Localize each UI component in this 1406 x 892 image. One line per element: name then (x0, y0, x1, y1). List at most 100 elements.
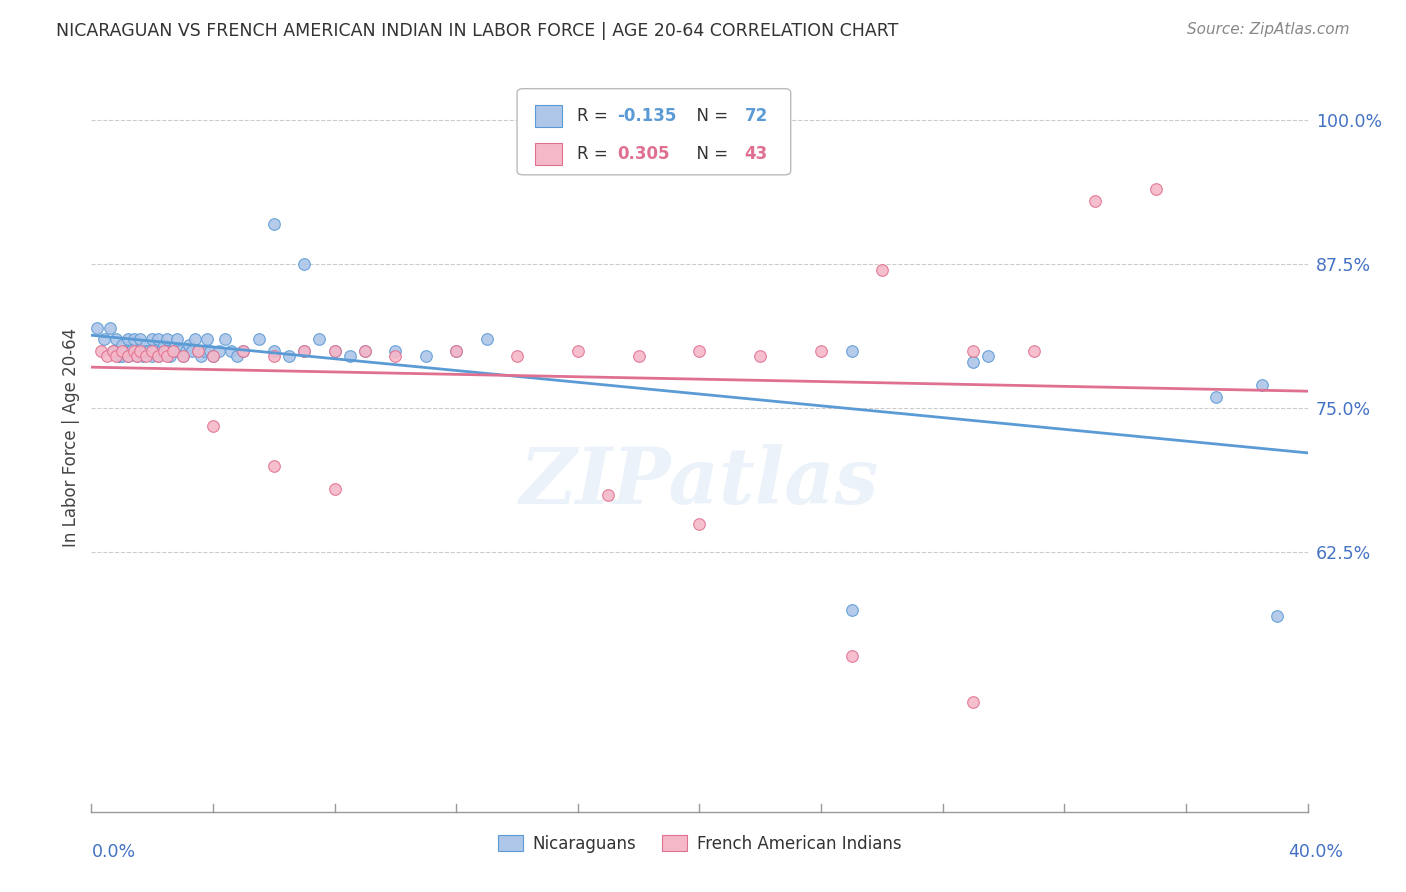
Point (263, 217, 285, 231)
Point (111, 338, 134, 352)
Point (184, 332, 207, 346)
Point (749, 350, 772, 364)
Point (263, 458, 285, 473)
Point (688, 343, 710, 358)
Point (98, 320, 121, 334)
Point (169, 343, 191, 358)
Point (1205, 390, 1227, 404)
Point (962, 695, 984, 709)
Point (129, 332, 152, 346)
Point (180, 343, 202, 358)
Point (1022, 343, 1045, 358)
Point (278, 350, 301, 364)
Point (226, 350, 249, 364)
Point (101, 343, 124, 358)
Point (162, 343, 184, 358)
Point (117, 332, 139, 346)
Point (354, 343, 377, 358)
Point (962, 343, 984, 358)
Point (135, 343, 157, 358)
Point (153, 343, 176, 358)
Point (166, 332, 188, 346)
Point (135, 338, 157, 352)
Bar (536, 143, 562, 165)
Point (841, 603, 863, 617)
Point (141, 332, 163, 346)
Point (263, 350, 285, 364)
Point (870, 263, 893, 277)
Point (111, 350, 134, 364)
Point (135, 350, 157, 364)
Point (190, 350, 212, 364)
Point (475, 332, 498, 346)
Point (148, 350, 170, 364)
Point (156, 350, 179, 364)
Point (384, 343, 406, 358)
Point (688, 516, 710, 531)
Point (162, 343, 184, 358)
Point (444, 343, 467, 358)
Point (104, 332, 127, 346)
Point (1251, 378, 1274, 392)
Point (977, 350, 1000, 364)
Point (117, 350, 139, 364)
Text: ZIPatlas: ZIPatlas (520, 444, 879, 520)
Point (148, 350, 170, 364)
Point (159, 350, 181, 364)
Point (104, 350, 127, 364)
Point (117, 350, 139, 364)
Point (444, 343, 467, 358)
Text: N =: N = (686, 145, 734, 162)
Point (143, 343, 166, 358)
Point (323, 343, 346, 358)
Point (202, 418, 225, 433)
Point (208, 343, 231, 358)
Point (141, 343, 163, 358)
Point (292, 257, 315, 271)
Point (193, 343, 215, 358)
Point (125, 350, 148, 364)
Point (1265, 608, 1288, 623)
Text: 72: 72 (745, 107, 768, 125)
Point (202, 350, 225, 364)
Point (841, 649, 863, 664)
Point (114, 343, 136, 358)
Point (172, 350, 194, 364)
Point (810, 343, 832, 358)
Point (138, 343, 160, 358)
Point (156, 332, 179, 346)
Point (202, 350, 225, 364)
Point (292, 343, 315, 358)
Point (107, 350, 129, 364)
Point (354, 343, 377, 358)
Text: -0.135: -0.135 (617, 107, 676, 125)
Point (172, 350, 194, 364)
FancyBboxPatch shape (517, 88, 790, 175)
Point (627, 350, 650, 364)
Text: 0.0%: 0.0% (91, 843, 135, 861)
Point (111, 343, 134, 358)
Text: R =: R = (576, 107, 613, 125)
Point (156, 343, 179, 358)
Text: Source: ZipAtlas.com: Source: ZipAtlas.com (1187, 22, 1350, 37)
Point (198, 343, 221, 358)
Point (122, 343, 145, 358)
Point (506, 350, 529, 364)
Point (187, 343, 209, 358)
Point (129, 343, 152, 358)
Point (214, 332, 236, 346)
Point (219, 343, 242, 358)
Point (96, 350, 118, 364)
Point (177, 338, 200, 352)
Point (132, 350, 155, 364)
Text: 0.305: 0.305 (617, 145, 669, 162)
Legend: Nicaraguans, French American Indians: Nicaraguans, French American Indians (491, 829, 908, 860)
Point (120, 343, 142, 358)
Point (132, 343, 155, 358)
Text: 40.0%: 40.0% (1288, 843, 1343, 861)
Text: N =: N = (686, 107, 734, 125)
Point (323, 343, 346, 358)
Point (148, 332, 170, 346)
Point (195, 332, 218, 346)
Point (141, 350, 163, 364)
